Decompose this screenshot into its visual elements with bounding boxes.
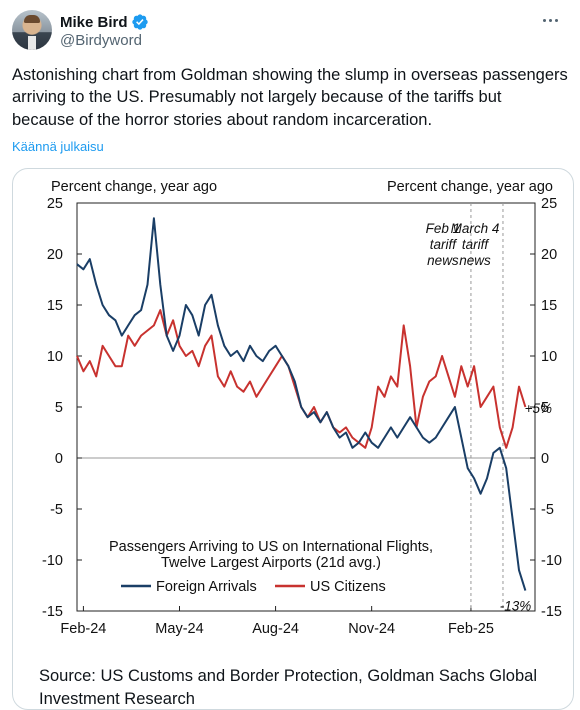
y-tick-label-left: 10 bbox=[47, 349, 63, 365]
y-tick-label-right: 20 bbox=[541, 247, 557, 263]
chart-title-line2: Twelve Largest Airports (21d avg.) bbox=[161, 555, 381, 571]
annotation-text: tariff bbox=[462, 237, 490, 252]
x-tick-label: May-24 bbox=[155, 621, 203, 637]
y-tick-label-left: 5 bbox=[55, 400, 63, 416]
y-tick-label-right: 15 bbox=[541, 298, 557, 314]
chart-title-line1: Passengers Arriving to US on Internation… bbox=[109, 539, 433, 555]
series-line-foreign bbox=[76, 217, 527, 591]
legend: Foreign Arrivals US Citizens bbox=[121, 579, 386, 595]
dot bbox=[548, 18, 552, 22]
legend-label-us-citizens: US Citizens bbox=[310, 579, 386, 595]
y-axis-label-left: Percent change, year ago bbox=[51, 179, 217, 195]
annotation-text: news bbox=[427, 253, 459, 268]
annotation-text: Feb 1 bbox=[426, 221, 461, 236]
dot bbox=[554, 18, 558, 22]
y-tick-label-left: -15 bbox=[42, 604, 63, 620]
y-tick-label-right: -5 bbox=[541, 502, 554, 518]
author-name-row[interactable]: Mike Bird bbox=[60, 12, 149, 32]
y-tick-label-left: 0 bbox=[55, 451, 63, 467]
more-dots-icon[interactable] bbox=[538, 10, 562, 30]
chart: Percent change, year ago Percent change,… bbox=[42, 179, 562, 637]
author-handle[interactable]: @Birdyword bbox=[60, 32, 142, 49]
y-tick-label-right: 0 bbox=[541, 451, 549, 467]
chart-series: +5% -13% bbox=[76, 217, 552, 614]
y-tick-label-left: 15 bbox=[47, 298, 63, 314]
x-tick-label: Feb-24 bbox=[60, 621, 106, 637]
verified-badge-icon bbox=[131, 14, 148, 30]
author-name[interactable]: Mike Bird bbox=[60, 13, 128, 31]
dot bbox=[542, 18, 546, 22]
end-label-us-citizens: +5% bbox=[525, 401, 552, 416]
y-tick-label-right: 25 bbox=[541, 196, 557, 212]
x-tick-label: Feb-25 bbox=[448, 621, 494, 637]
annotation-text: news bbox=[459, 253, 491, 268]
y-tick-label-right: 5 bbox=[541, 400, 549, 416]
y-tick-label-left: -5 bbox=[50, 502, 63, 518]
x-tick-label: Aug-24 bbox=[252, 621, 299, 637]
media-card[interactable]: Percent change, year ago Percent change,… bbox=[12, 168, 574, 710]
y-tick-label-right: 10 bbox=[541, 349, 557, 365]
avatar-hair bbox=[24, 15, 40, 23]
y-tick-label-right: -10 bbox=[541, 553, 562, 569]
y-tick-label-left: -10 bbox=[42, 553, 63, 569]
end-label-foreign: -13% bbox=[500, 599, 532, 614]
annotation-text: March 4 bbox=[451, 221, 500, 236]
legend-label-foreign: Foreign Arrivals bbox=[156, 579, 257, 595]
y-tick-label-left: 25 bbox=[47, 196, 63, 212]
y-tick-label-right: -15 bbox=[541, 604, 562, 620]
avatar-shirt bbox=[28, 36, 36, 50]
x-tick-label: Nov-24 bbox=[348, 621, 395, 637]
translate-link[interactable]: Käännä julkaisu bbox=[12, 139, 104, 154]
y-axis-label-right: Percent change, year ago bbox=[387, 179, 553, 195]
tweet-text: Astonishing chart from Goldman showing t… bbox=[12, 66, 568, 129]
tweet-header: Mike Bird @Birdyword bbox=[12, 10, 568, 54]
annotation-text: tariff bbox=[430, 237, 458, 252]
avatar[interactable] bbox=[12, 10, 52, 50]
source-caption: Source: US Customs and Border Protection… bbox=[39, 667, 537, 708]
y-tick-label-left: 20 bbox=[47, 247, 63, 263]
